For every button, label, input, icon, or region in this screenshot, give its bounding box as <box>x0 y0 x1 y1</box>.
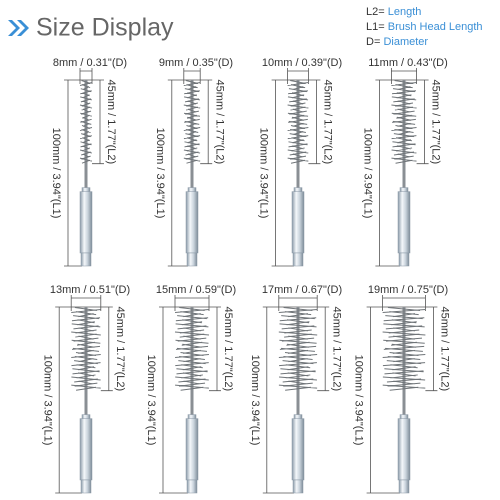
head-length-label: 45mm / 1.77"(L2) <box>321 80 333 165</box>
head-length-label: 45mm / 1.77"(L2) <box>105 80 117 165</box>
brush-hex-end <box>186 252 198 267</box>
total-length-dimension <box>262 306 298 494</box>
brush-hex-end <box>80 479 92 494</box>
brush-bristles <box>183 80 201 164</box>
total-length-dimension <box>167 79 192 267</box>
legend-entry: L2= Length <box>366 6 421 18</box>
total-length-dimension <box>64 79 86 267</box>
legend-entry: D= Diameter <box>366 36 428 48</box>
brush-bristles <box>287 80 309 164</box>
diameter-dimension <box>382 295 426 311</box>
brush-shank <box>291 191 305 254</box>
head-length-label: 45mm / 1.77"(L2) <box>114 307 126 392</box>
total-length-label: 100mm / 3.94"(L1) <box>353 355 365 446</box>
brush-bristles <box>79 80 93 164</box>
brush-shank <box>291 418 305 481</box>
brush-shank <box>397 191 411 254</box>
diameter-label: 8mm / 0.31"(D) <box>53 57 127 69</box>
diameter-label: 15mm / 0.59"(D) <box>156 284 236 296</box>
title: Size Display <box>36 14 174 42</box>
legend-term: Diameter <box>383 36 428 48</box>
total-length-dimension <box>366 306 404 494</box>
total-length-label: 100mm / 3.94"(L1) <box>50 128 62 219</box>
head-length-dimension <box>86 306 113 392</box>
legend-key: D= <box>366 36 380 48</box>
diameter-label: 11mm / 0.43"(D) <box>368 57 448 69</box>
legend-term: Brush Head Length <box>388 21 483 33</box>
head-length-label: 45mm / 1.77"(L2) <box>430 80 442 165</box>
brush-hex-end <box>186 479 198 494</box>
brush-item: 17mm / 0.67"(D) 100mm / 3.94"(L1) 45mm / 1… <box>249 284 342 494</box>
brush-shank <box>185 191 199 254</box>
brush-bristles <box>71 307 101 391</box>
brush-shank <box>79 418 93 481</box>
total-length-dimension <box>159 306 192 494</box>
head-length-dimension <box>192 79 213 165</box>
brush-hex-end <box>292 252 304 267</box>
diameter-dimension <box>391 68 417 84</box>
head-length-dimension <box>86 79 104 165</box>
diameter-dimension <box>287 68 309 84</box>
brush-hex-end <box>398 479 410 494</box>
total-length-label: 100mm / 3.94"(L1) <box>41 355 53 446</box>
total-length-label: 100mm / 3.94"(L1) <box>361 128 373 219</box>
brush-bristles <box>278 307 318 391</box>
brush-item: 8mm / 0.31"(D) 100mm / 3.94"(L1) 45mm / 1.… <box>50 57 127 267</box>
legend-key: L1= <box>366 21 385 33</box>
head-length-dimension <box>298 79 321 165</box>
brush-bristles <box>391 80 417 164</box>
head-length-label: 45mm / 1.77"(L2) <box>438 307 450 392</box>
total-length-label: 100mm / 3.94"(L1) <box>154 128 166 219</box>
legend-key: L2= <box>366 6 385 18</box>
diameter-label: 9mm / 0.35"(D) <box>159 57 233 69</box>
head-length-label: 45mm / 1.77"(L2) <box>222 307 234 392</box>
brush-hex-end <box>80 252 92 267</box>
total-length-label: 100mm / 3.94"(L1) <box>145 355 157 446</box>
title-icon <box>8 20 29 36</box>
legend-term: Length <box>388 6 422 18</box>
brush-item: 19mm / 0.75"(D) 100mm / 3.94"(L1) 45mm / 1… <box>353 284 450 494</box>
brush-shank <box>397 418 411 481</box>
diameter-label: 19mm / 0.75"(D) <box>368 284 448 296</box>
head-length-dimension <box>298 306 330 392</box>
brush-bristles <box>174 307 210 391</box>
brush-item: 11mm / 0.43"(D) 100mm / 3.94"(L1) 45mm / 1… <box>361 57 448 267</box>
brush-item: 10mm / 0.39"(D) 100mm / 3.94"(L1) 45mm / 1… <box>258 57 342 267</box>
head-length-label: 45mm / 1.77"(L2) <box>330 307 342 392</box>
legend-entry: L1= Brush Head Length <box>366 21 483 33</box>
brush-shank <box>185 418 199 481</box>
head-length-label: 45mm / 1.77"(L2) <box>213 80 225 165</box>
diameter-dimension <box>174 295 210 311</box>
diameter-label: 17mm / 0.67"(D) <box>262 284 342 296</box>
brush-item: 15mm / 0.59"(D) 100mm / 3.94"(L1) 45mm / 1… <box>145 284 236 494</box>
brush-shank <box>79 191 93 254</box>
diameter-label: 13mm / 0.51"(D) <box>50 284 130 296</box>
total-length-dimension <box>375 79 404 267</box>
total-length-dimension <box>55 306 86 494</box>
legend: L2= Length L1= Brush Head Length D= Diam… <box>366 6 483 48</box>
brush-item: 13mm / 0.51"(D) 100mm / 3.94"(L1) 45mm / 1… <box>41 284 130 494</box>
diameter-dimension <box>79 68 93 84</box>
brush-hex-end <box>398 252 410 267</box>
total-length-dimension <box>271 79 298 267</box>
head-length-dimension <box>404 306 438 392</box>
brush-hex-end <box>292 479 304 494</box>
total-length-label: 100mm / 3.94"(L1) <box>249 355 261 446</box>
diameter-label: 10mm / 0.39"(D) <box>262 57 342 69</box>
head-length-dimension <box>404 79 429 165</box>
brush-bristles <box>382 307 426 391</box>
diameter-dimension <box>278 295 318 311</box>
total-length-label: 100mm / 3.94"(L1) <box>258 128 270 219</box>
diameter-dimension <box>183 68 201 84</box>
head-length-dimension <box>192 306 221 392</box>
diameter-dimension <box>70 295 102 311</box>
brush-item: 9mm / 0.35"(D) 100mm / 3.94"(L1) 45mm / 1.… <box>154 57 233 267</box>
